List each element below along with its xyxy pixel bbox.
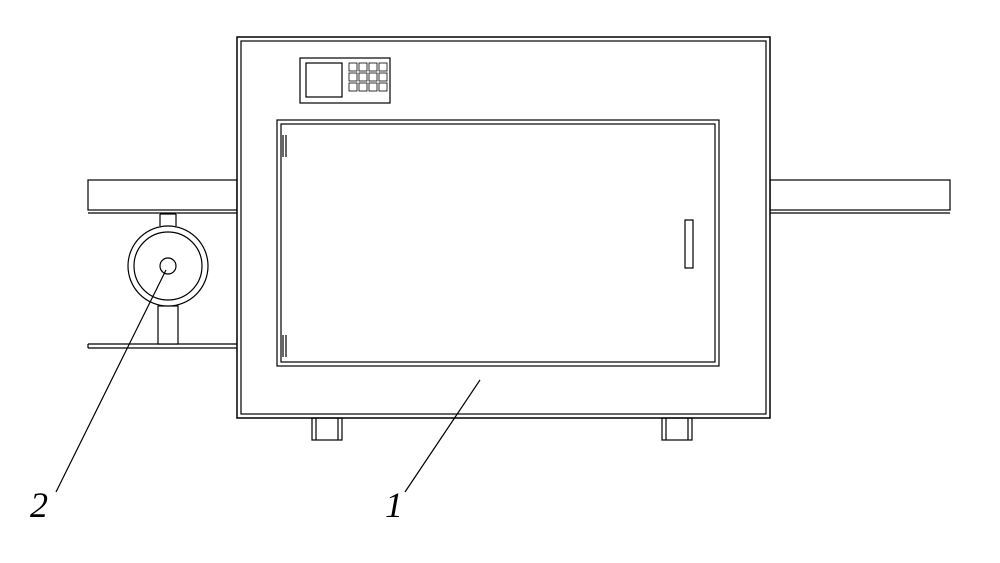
- callout-label-1: 1: [385, 484, 403, 526]
- technical-diagram: [0, 0, 1000, 563]
- callout-label-2: 2: [30, 484, 48, 526]
